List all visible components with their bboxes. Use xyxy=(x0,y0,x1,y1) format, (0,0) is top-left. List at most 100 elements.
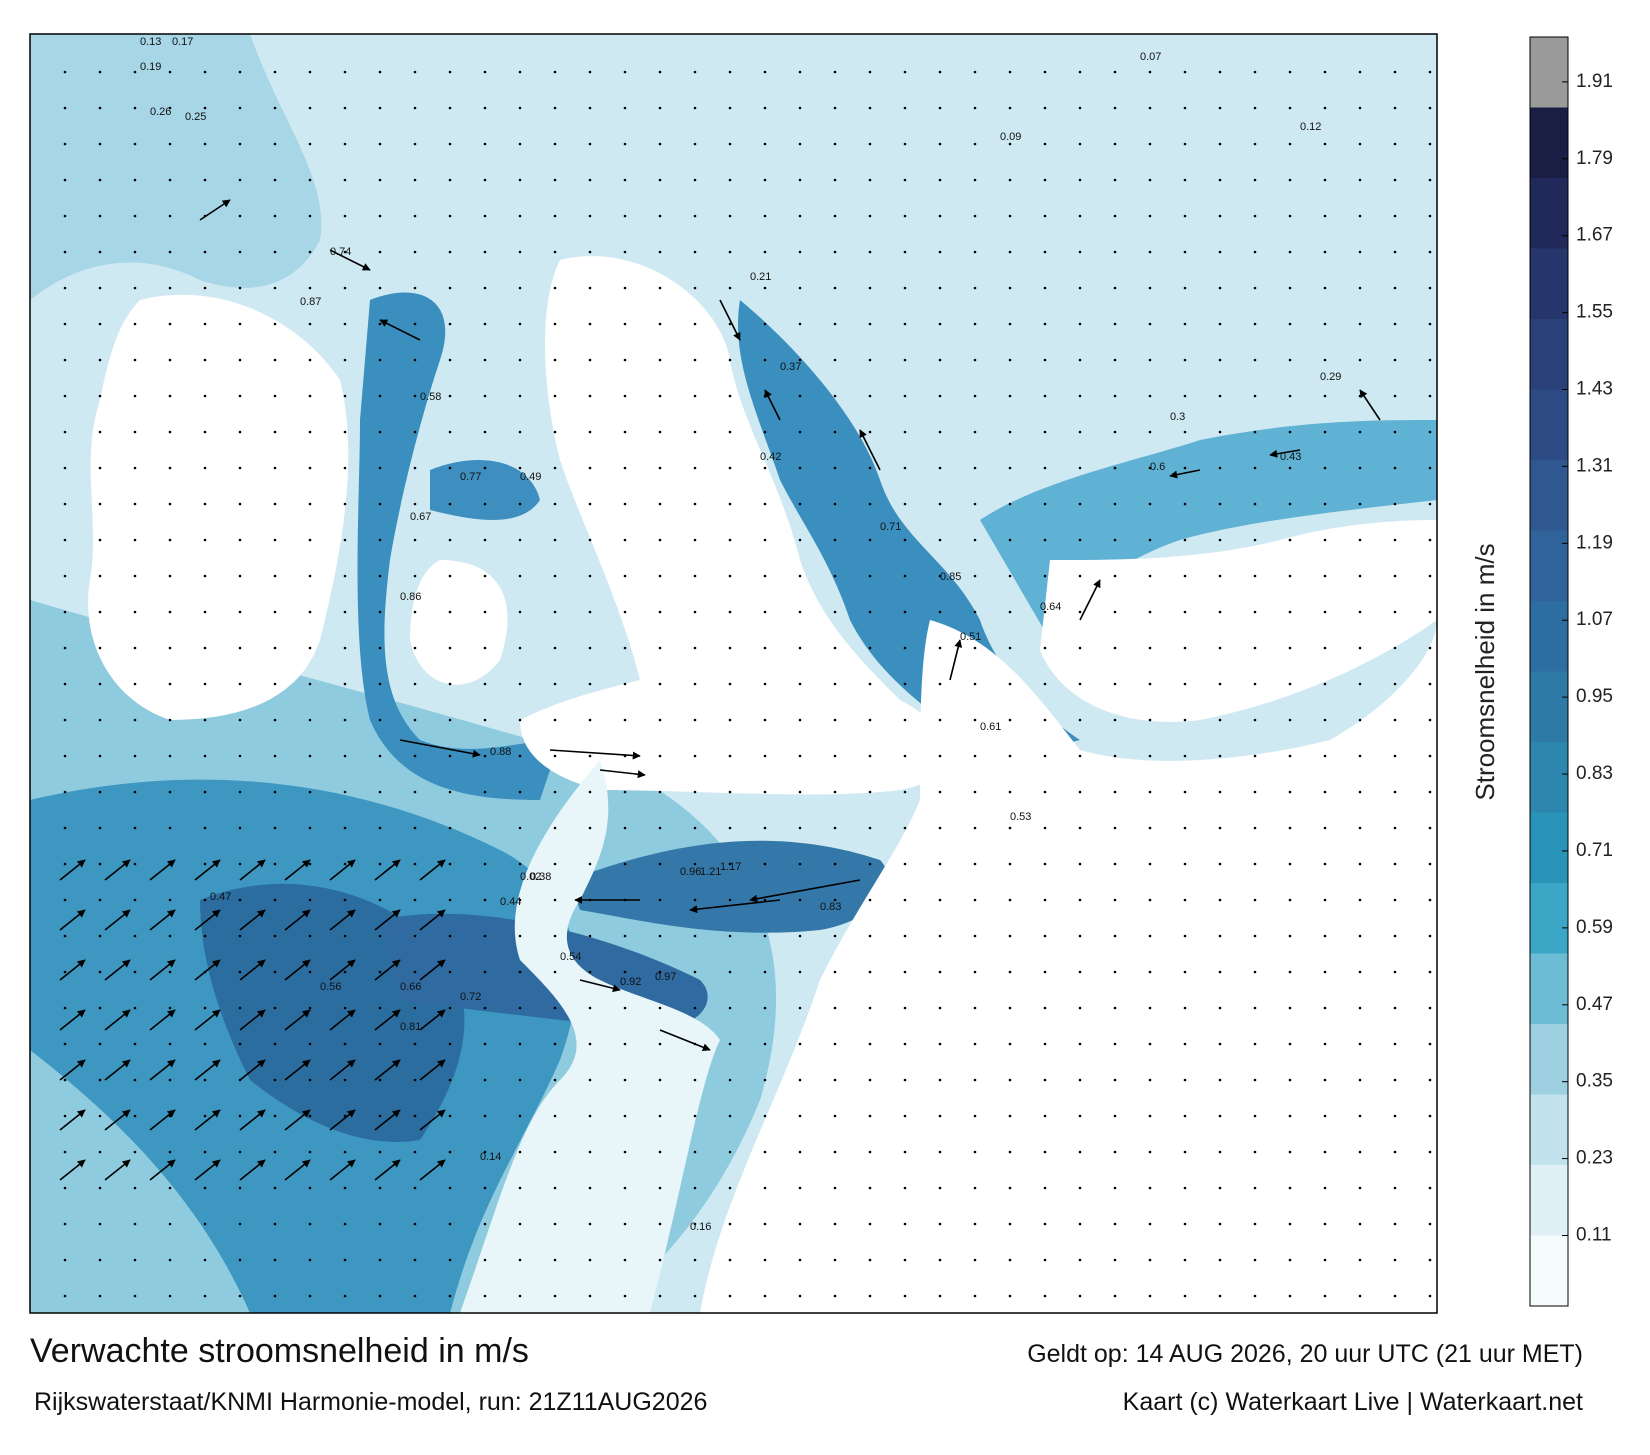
grid-dot xyxy=(203,646,207,650)
grid-dot xyxy=(833,646,837,650)
grid-dot xyxy=(63,1186,67,1190)
grid-dot xyxy=(1358,862,1362,866)
grid-dot xyxy=(833,754,837,758)
grid-dot xyxy=(553,358,557,362)
grid-dot xyxy=(1428,286,1432,290)
grid-dot xyxy=(1218,682,1222,686)
grid-dot xyxy=(1358,1078,1362,1082)
grid-dot xyxy=(308,394,312,398)
grid-dot xyxy=(1253,502,1257,506)
grid-dot xyxy=(763,682,767,686)
grid-dot xyxy=(553,790,557,794)
grid-dot xyxy=(1323,1078,1327,1082)
grid-dot xyxy=(1393,610,1397,614)
grid-dot xyxy=(553,1006,557,1010)
grid-dot xyxy=(623,1222,627,1226)
grid-dot xyxy=(203,466,207,470)
grid-dot xyxy=(343,1078,347,1082)
grid-dot xyxy=(798,178,802,182)
sea-deep xyxy=(570,840,888,933)
grid-dot xyxy=(763,1186,767,1190)
grid-dot xyxy=(1183,1042,1187,1046)
grid-dot xyxy=(98,1186,102,1190)
grid-dot xyxy=(1148,718,1152,722)
grid-dot xyxy=(588,1006,592,1010)
grid-dot xyxy=(868,430,872,434)
grid-dot xyxy=(658,970,662,974)
grid-dot xyxy=(273,358,277,362)
grid-dot xyxy=(1358,1042,1362,1046)
grid-dot xyxy=(693,394,697,398)
grid-dot xyxy=(973,250,977,254)
grid-dot xyxy=(168,970,172,974)
grid-dot xyxy=(203,1186,207,1190)
arrow xyxy=(419,1159,446,1181)
grid-dot xyxy=(1218,430,1222,434)
grid-dot xyxy=(1113,214,1117,218)
speed-label: 0.43 xyxy=(1280,451,1301,463)
land xyxy=(700,620,1437,1313)
grid-dots xyxy=(63,70,1432,1298)
grid-dot xyxy=(728,1078,732,1082)
grid-dot xyxy=(1218,1042,1222,1046)
grid-dot xyxy=(938,466,942,470)
grid-dot xyxy=(1428,214,1432,218)
grid-dot xyxy=(448,214,452,218)
colorbar-tick-label: 0.71 xyxy=(1576,840,1613,861)
grid-dot xyxy=(1428,1006,1432,1010)
grid-dot xyxy=(273,1150,277,1154)
colorbar-tick-label: 1.19 xyxy=(1576,532,1613,553)
grid-dot xyxy=(448,862,452,866)
grid-dot xyxy=(1148,1258,1152,1262)
grid-dot xyxy=(1323,718,1327,722)
grid-dot xyxy=(763,1258,767,1262)
speed-label: 0.83 xyxy=(820,901,841,913)
grid-dot xyxy=(1043,574,1047,578)
grid-dot xyxy=(553,502,557,506)
grid-dot xyxy=(938,106,942,110)
grid-dot xyxy=(1218,1222,1222,1226)
grid-dot xyxy=(1358,286,1362,290)
grid-dot xyxy=(693,502,697,506)
grid-dot xyxy=(1428,70,1432,74)
grid-dot xyxy=(203,682,207,686)
grid-dot xyxy=(168,430,172,434)
grid-dot xyxy=(728,718,732,722)
speed-label: 0.61 xyxy=(980,721,1001,733)
grid-dot xyxy=(1113,538,1117,542)
grid-dot xyxy=(1218,862,1222,866)
grid-dot xyxy=(833,538,837,542)
grid-dot xyxy=(868,790,872,794)
arrow xyxy=(239,1059,266,1081)
arrow xyxy=(659,1029,711,1052)
grid-dot xyxy=(1113,70,1117,74)
grid-dot xyxy=(518,286,522,290)
grid-dot xyxy=(483,1294,487,1298)
grid-dot xyxy=(1043,790,1047,794)
grid-dot xyxy=(168,178,172,182)
grid-dot xyxy=(168,286,172,290)
grid-dot xyxy=(378,142,382,146)
grid-dot xyxy=(798,790,802,794)
grid-dot xyxy=(1008,1114,1012,1118)
arrow xyxy=(59,1059,86,1081)
grid-dot xyxy=(658,142,662,146)
grid-dot xyxy=(1113,250,1117,254)
grid-dot xyxy=(588,718,592,722)
grid-dot xyxy=(1148,466,1152,470)
grid-dot xyxy=(308,790,312,794)
grid-dot xyxy=(868,250,872,254)
grid-dot xyxy=(308,358,312,362)
grid-dot xyxy=(168,142,172,146)
grid-dot xyxy=(1148,610,1152,614)
grid-dot xyxy=(833,934,837,938)
grid-dot xyxy=(1288,430,1292,434)
grid-dot xyxy=(658,682,662,686)
arrow xyxy=(149,959,176,981)
grid-dot xyxy=(553,538,557,542)
grid-dot xyxy=(1113,1186,1117,1190)
grid-dot xyxy=(413,1114,417,1118)
grid-dot xyxy=(133,682,137,686)
grid-dot xyxy=(1253,1114,1257,1118)
grid-dot xyxy=(1428,358,1432,362)
